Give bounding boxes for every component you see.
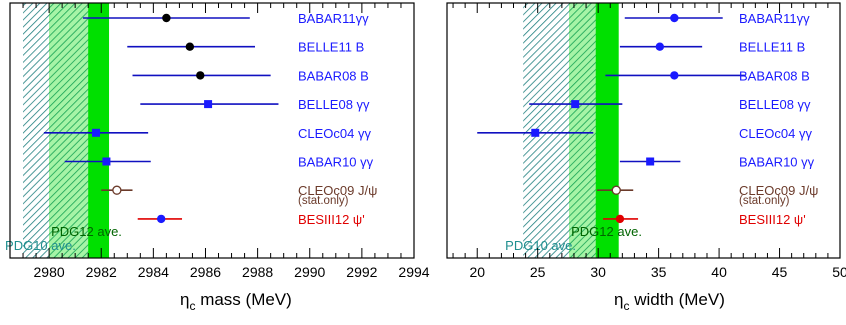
measurement-0: BABAR11γγ (82, 11, 369, 26)
marker-circle (615, 214, 625, 224)
tick-label: 2980 (34, 264, 65, 280)
tick-label: 30 (590, 264, 606, 280)
measurement-label: BELLE11 B (739, 40, 805, 55)
tick-label: 2992 (346, 264, 377, 280)
tick-label: 25 (530, 264, 546, 280)
tick-label: 2982 (86, 264, 117, 280)
tick-label: 2994 (398, 264, 429, 280)
tick-label: 2986 (190, 264, 221, 280)
pdg12-band-label: PDG12 ave. (571, 224, 642, 239)
tick-label: 20 (469, 264, 485, 280)
plot-frame (446, 2, 841, 259)
marker-circle (655, 42, 665, 51)
measurement-label: BELLE08 γγ (739, 97, 811, 112)
measurement-4: CLEOc04 γγ (477, 126, 812, 141)
marker-square (571, 100, 580, 109)
axis-label-subscript: c (189, 299, 195, 313)
tick-label: 50 (832, 264, 846, 280)
measurement-3: BELLE08 γγ (140, 97, 370, 112)
marker-square (102, 157, 111, 166)
measurement-label: BESIII12 ψ' (298, 212, 365, 227)
measurement-1: BELLE11 B (127, 40, 364, 55)
marker-square (646, 157, 655, 166)
x-axis-label: ηc width (MeV) (614, 290, 725, 313)
axis-label-text: mass (MeV) (195, 290, 291, 309)
measurement-5: BABAR10 γγ (619, 155, 815, 170)
tick-label: 2990 (294, 264, 325, 280)
measurement-0: BABAR11γγ (624, 11, 810, 26)
measurement-label: CLEOc09 J/ψ (739, 183, 818, 198)
tick-label: 2988 (242, 264, 273, 280)
marker-circle (670, 13, 679, 23)
measurement-4: CLEOc04 γγ (43, 126, 371, 141)
measurement-label: CLEOc04 γγ (298, 126, 371, 141)
marker-circle (196, 71, 205, 80)
measurement-label: CLEOc04 γγ (739, 126, 812, 141)
tick-label: 40 (711, 264, 727, 280)
pdg12-band-label: PDG12 ave. (51, 224, 122, 239)
measurement-label: BELLE08 γγ (298, 97, 370, 112)
panel-width: PDG12 ave.PDG10 ave. BABAR11γγ BELLE11 B BA… (446, 2, 846, 313)
tick-label: 2984 (138, 264, 169, 280)
measurement-1: BELLE11 B (619, 40, 805, 55)
measurement-label: BABAR11γγ (298, 11, 369, 26)
panel-mass: PDG12 ave.PDG10 ave. BABAR11γγ BELLE11 B BA… (5, 2, 430, 313)
measurement-5: BABAR10 γγ (64, 155, 374, 170)
measurement-label: BABAR11γγ (739, 11, 810, 26)
measurement-label: BABAR08 B (298, 68, 369, 83)
measurement-7: BESIII12 ψ' (137, 212, 365, 227)
measurement-6: CLEOc09 J/ψ(stat.only) (101, 183, 377, 207)
measurement-2: BABAR08 B (132, 68, 369, 83)
marker-circle (162, 13, 171, 23)
measurement-2: BABAR08 B (605, 68, 810, 83)
measurement-label: BESIII12 ψ' (739, 212, 806, 227)
measurement-label: CLEOc09 J/ψ (298, 183, 377, 198)
marker-circle (670, 71, 679, 80)
pdg10-band-label: PDG10 ave. (5, 238, 76, 253)
marker-circle (156, 214, 166, 224)
marker-square (204, 100, 213, 109)
measurement-label: BABAR10 γγ (298, 155, 374, 170)
axis-label-greek: η (180, 290, 189, 309)
measurement-label: BABAR10 γγ (739, 155, 815, 170)
marker-open-circle (112, 185, 122, 195)
measurement-label: BABAR08 B (739, 68, 810, 83)
measurement-7: BESIII12 ψ' (602, 212, 806, 227)
marker-circle (185, 42, 195, 51)
plot-frame (9, 2, 415, 259)
axis-label-subscript: c (623, 299, 629, 313)
measurement-sublabel: (stat.only) (298, 195, 349, 207)
measurement-6: CLEOc09 J/ψ(stat.only) (596, 183, 818, 207)
marker-square (92, 128, 101, 137)
marker-open-circle (611, 185, 621, 195)
marker-square (531, 128, 540, 137)
axis-label-text: width (MeV) (629, 290, 724, 309)
pdg10-band-label: PDG10 ave. (505, 238, 576, 253)
tick-label: 35 (651, 264, 667, 280)
measurement-3: BELLE08 γγ (529, 97, 811, 112)
measurement-label: BELLE11 B (298, 40, 364, 55)
pdg-overlap-hatch (49, 3, 89, 258)
measurement-sublabel: (stat.only) (739, 195, 790, 207)
axis-label-greek: η (614, 290, 623, 309)
tick-label: 45 (772, 264, 788, 280)
x-axis-label: ηc mass (MeV) (180, 290, 292, 313)
pdg-overlap-hatch (569, 3, 596, 258)
